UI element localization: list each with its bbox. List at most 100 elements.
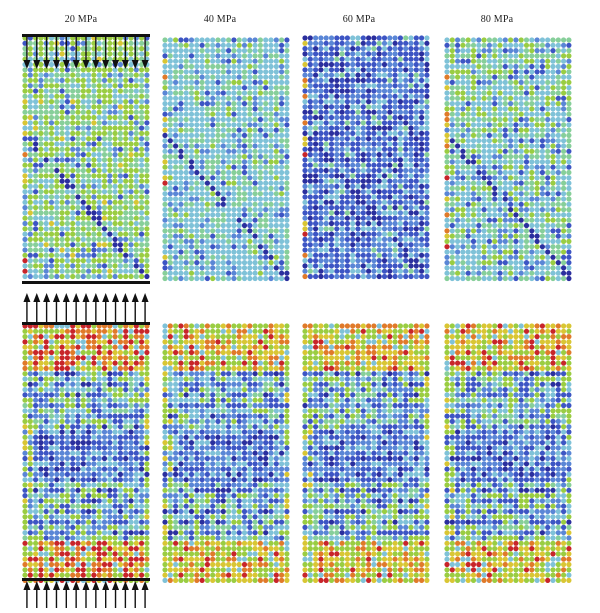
- particle: [419, 242, 425, 248]
- particle: [381, 61, 388, 68]
- particle: [91, 226, 97, 232]
- particle: [449, 127, 455, 133]
- particle: [323, 231, 329, 237]
- particle: [284, 169, 290, 176]
- particle: [263, 63, 269, 70]
- particle: [273, 58, 279, 64]
- particle: [128, 210, 134, 216]
- particle: [268, 106, 274, 112]
- particle: [101, 88, 108, 94]
- particle: [123, 109, 129, 115]
- particle: [33, 226, 39, 232]
- particle: [231, 180, 237, 186]
- particle: [183, 111, 189, 117]
- particle: [350, 167, 356, 174]
- particle: [241, 122, 248, 128]
- particle: [313, 61, 319, 68]
- particle: [529, 260, 535, 266]
- particle: [307, 162, 313, 168]
- particle: [22, 226, 28, 232]
- particle: [284, 159, 290, 165]
- particle: [112, 355, 118, 361]
- particle: [22, 231, 28, 237]
- particle: [403, 83, 409, 89]
- particle: [444, 138, 450, 144]
- particle: [465, 63, 471, 70]
- particle: [284, 254, 290, 260]
- particle: [183, 48, 189, 54]
- particle: [492, 85, 498, 91]
- particle: [318, 167, 324, 174]
- particle: [371, 104, 377, 110]
- particle: [508, 37, 514, 43]
- particle: [210, 260, 216, 266]
- particle: [334, 40, 340, 46]
- particle: [252, 180, 258, 186]
- particle: [101, 162, 108, 168]
- particle: [22, 424, 28, 430]
- particle: [508, 159, 514, 165]
- particle: [419, 67, 425, 73]
- particle: [59, 194, 65, 200]
- particle: [492, 212, 498, 218]
- particle: [210, 148, 216, 154]
- particle: [486, 260, 492, 266]
- particle: [178, 244, 184, 250]
- particle: [344, 99, 350, 105]
- particle: [449, 42, 455, 48]
- particle: [117, 40, 123, 46]
- particle: [419, 178, 425, 184]
- particle: [133, 199, 139, 205]
- particle: [550, 238, 556, 244]
- particle: [252, 191, 258, 197]
- particle: [334, 210, 340, 216]
- particle: [534, 48, 540, 54]
- particle: [38, 413, 44, 419]
- particle: [54, 268, 60, 274]
- particle: [139, 88, 145, 94]
- particle: [210, 132, 216, 138]
- particle: [279, 48, 285, 54]
- particle: [360, 109, 366, 115]
- particle: [376, 130, 382, 136]
- particle: [123, 120, 129, 126]
- particle: [284, 154, 290, 160]
- particle: [70, 152, 76, 158]
- particle: [279, 159, 285, 165]
- particle: [247, 79, 253, 85]
- particle: [323, 167, 329, 174]
- particle: [313, 46, 319, 52]
- particle: [476, 244, 482, 250]
- particle: [350, 273, 356, 280]
- particle: [183, 69, 189, 75]
- particle: [376, 215, 382, 221]
- particle: [80, 445, 86, 451]
- particle: [64, 226, 70, 232]
- particle: [284, 95, 290, 101]
- particle: [460, 48, 466, 54]
- particle: [518, 212, 524, 218]
- particle: [226, 122, 232, 128]
- particle: [486, 143, 492, 149]
- particle: [80, 429, 86, 435]
- particle: [273, 270, 279, 276]
- particle: [419, 258, 425, 264]
- particle: [403, 67, 409, 73]
- particle: [133, 258, 139, 264]
- particle: [183, 63, 189, 70]
- particle: [566, 63, 572, 70]
- particle: [376, 220, 382, 227]
- particle: [508, 132, 514, 138]
- particle: [252, 175, 258, 181]
- particle: [70, 199, 76, 205]
- particle: [112, 365, 118, 371]
- particle: [48, 88, 55, 94]
- particle: [107, 258, 113, 264]
- particle: [43, 83, 49, 89]
- particle: [350, 130, 356, 136]
- particle: [33, 397, 39, 403]
- particle: [54, 258, 60, 264]
- particle: [350, 104, 356, 110]
- particle: [268, 164, 274, 170]
- particle: [117, 88, 123, 94]
